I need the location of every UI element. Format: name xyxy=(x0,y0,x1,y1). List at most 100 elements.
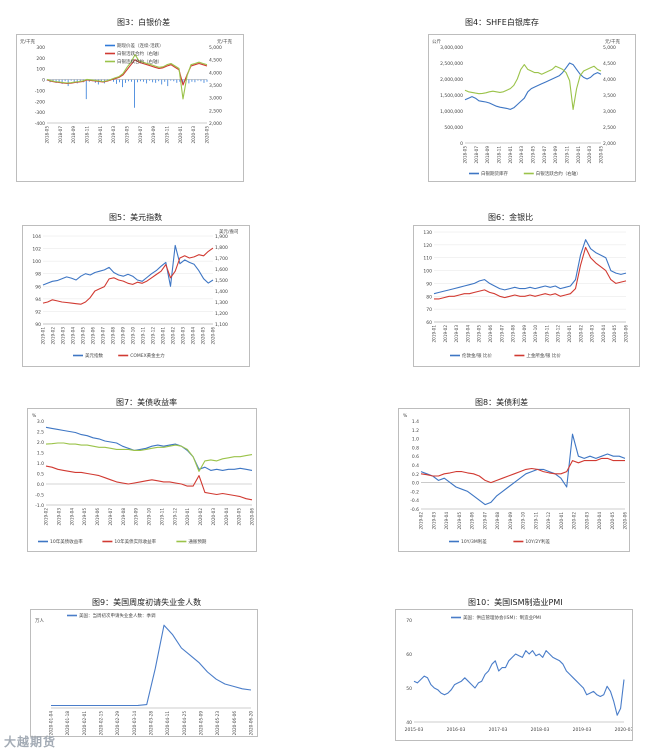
series-line xyxy=(464,62,602,110)
y-tick-left: 0.0 xyxy=(412,481,419,487)
y-tick-right: 1,300 xyxy=(215,300,228,306)
chart-4-svg: 3.0 2.5 2.0 1.5 1.0 0.5 0.0 -0.5 -1.0% 2019-02 201… xyxy=(32,413,255,545)
chart-6-svg: 万人 2020-01-04 2020-01-18 2020-02-01 2020-02-… xyxy=(35,612,254,736)
x-tick-label: 2020-01 xyxy=(567,325,572,343)
legend-label: 10Y/2Y利差 xyxy=(525,538,550,545)
x-tick-label: 2020-01 xyxy=(576,146,581,164)
y-tick-right: 3,500 xyxy=(603,93,616,99)
y-tick-left: 2.0 xyxy=(37,440,44,446)
x-tick-label: 2020-04 xyxy=(601,325,606,343)
series-line xyxy=(434,246,627,300)
x-tick-label: 2020-01 xyxy=(178,126,183,144)
y-tick-left: 0 xyxy=(42,78,45,84)
y-tick-left: 98 xyxy=(35,272,41,278)
chart-us-treasury-yield: 3.0 2.5 2.0 1.5 1.0 0.5 0.0 -0.5 -1.0% 2019-02 201… xyxy=(27,408,257,552)
legend-label: COMEX黄金主力 xyxy=(130,352,165,359)
x-tick-label: 2020-02-29 xyxy=(115,711,120,736)
x-tick-label: 2020-04-11 xyxy=(165,711,170,736)
legend-label: 美国：当周初次申请失业金人数：季调 xyxy=(79,612,156,619)
x-tick-label: 2020-04-25 xyxy=(182,711,187,736)
x-tick-label: 2019-06 xyxy=(488,325,493,343)
x-tick-label: 2019-09 xyxy=(522,325,527,343)
x-tick-label: 2019-11 xyxy=(565,146,570,164)
y-tick-left: 3.0 xyxy=(37,419,44,425)
y-tick-left: 90 xyxy=(35,322,41,328)
y-tick-left: 100 xyxy=(36,67,45,73)
x-tick-label: 2020-05 xyxy=(599,146,604,164)
legend-label: 通胀预期 xyxy=(188,538,206,545)
x-tick-label: 2020-01 xyxy=(161,327,166,345)
x-tick-label: 2020-04 xyxy=(224,508,229,526)
y-tick-left: 110 xyxy=(423,256,432,262)
x-tick-label: 2019-07 xyxy=(101,327,106,345)
x-tick-label: 2020-06 xyxy=(624,325,629,343)
y-unit-left: 万人 xyxy=(35,618,44,624)
chart5-title: 图7：美债收益率 xyxy=(116,398,178,407)
x-tick-label: 2019-07 xyxy=(542,146,547,164)
x-tick-label: 2018-09 xyxy=(485,146,490,164)
x-tick-label: 2019-11 xyxy=(533,512,538,530)
y-unit-right: 美元/盎司 xyxy=(219,228,239,235)
x-tick-label: 2019-01 xyxy=(508,146,513,164)
legend-label: 上金所金/银 比价 xyxy=(526,352,561,359)
x-tick-label: 2019-09 xyxy=(508,512,513,530)
chart8-title: 图10：美国ISM制造业PMI xyxy=(468,598,563,607)
series-line xyxy=(42,247,214,305)
y-tick-left: 50 xyxy=(406,686,412,692)
x-tick-label: 2019-05 xyxy=(82,508,87,526)
x-tick-label: 2019-05 xyxy=(81,327,86,345)
x-tick-label: 2020-03-14 xyxy=(132,711,137,736)
y-tick-left: -0.6 xyxy=(410,507,419,513)
x-tick-label: 2019-10 xyxy=(521,512,526,530)
x-tick-label: 2019-05 xyxy=(125,126,130,144)
x-tick-label: 2020-06-20 xyxy=(249,711,254,736)
y-tick-left: -400 xyxy=(35,121,45,127)
x-tick-label: 2019-07 xyxy=(138,126,143,144)
y-tick-right: 4,500 xyxy=(603,61,616,67)
chart2-title: 图4：SHFE白银库存 xyxy=(465,18,539,27)
y-tick-right: 3,500 xyxy=(209,83,222,89)
x-tick-label: 2019-11 xyxy=(141,327,146,345)
x-tick-label: 2019-07 xyxy=(499,325,504,343)
x-tick-label: 2019-07 xyxy=(108,508,113,526)
x-tick-label: 2020-03 xyxy=(587,146,592,164)
series-line xyxy=(413,650,625,716)
x-tick-label: 2017-03 xyxy=(489,727,508,733)
x-tick-label: 2019-09 xyxy=(134,508,139,526)
x-tick-label: 2020-03 xyxy=(584,512,589,530)
chart-5-svg: 1.4 1.2 1.0 0.8 0.6 0.4 0.2 0.0 -0.2 -0.4 -0.6% 201… xyxy=(403,413,628,545)
chart-us-jobless-claims: 万人 2020-01-04 2020-01-18 2020-02-01 2020-02-… xyxy=(30,609,258,737)
x-tick-label: 2019-03 xyxy=(431,512,436,530)
y-tick-left: 94 xyxy=(35,297,41,303)
y-tick-left: 500,000 xyxy=(444,125,463,131)
x-tick-label: 2019-05 xyxy=(457,512,462,530)
x-tick-label: 2020-03 xyxy=(191,126,196,144)
x-tick-label: 2020-02 xyxy=(572,512,577,530)
x-tick-label: 2019-01 xyxy=(41,327,46,345)
x-tick-label: 2019-04 xyxy=(71,327,76,345)
legend-label: 伦敦金/银 比价 xyxy=(462,352,492,359)
y-tick-left: -200 xyxy=(35,99,45,105)
y-tick-left: 70 xyxy=(406,618,412,624)
y-tick-left: 1.4 xyxy=(412,419,419,425)
legend-label: 10Y/3M利差 xyxy=(461,538,487,545)
y-unit-right: 元/千克 xyxy=(605,38,621,45)
x-tick-label: 2019-10 xyxy=(533,325,538,343)
x-tick-label: 2020-03 xyxy=(181,327,186,345)
y-tick-left: 60 xyxy=(406,652,412,658)
chart-gold-silver-ratio: 130 120 110 100 90 80 70 60 2019-01 2019-02 2019-0… xyxy=(413,225,640,367)
series-line xyxy=(464,64,602,110)
y-tick-right: 4,500 xyxy=(209,58,222,64)
x-tick-label: 2019-07 xyxy=(482,512,487,530)
x-tick-label: 2019-01 xyxy=(432,325,437,343)
x-tick-label: 2020-01 xyxy=(559,512,564,530)
x-tick-label: 2018-07 xyxy=(58,126,63,144)
x-tick-label: 2020-02-01 xyxy=(82,711,87,736)
x-tick-label: 2020-05-09 xyxy=(199,711,204,736)
y-tick-left: 2,000,000 xyxy=(440,77,463,83)
y-tick-right: 1,100 xyxy=(215,322,228,328)
x-tick-label: 2019-10 xyxy=(147,508,152,526)
chart-2-svg: 104 102 100 98 96 94 92 90 1,900 1,800 1,700 1,600 1… xyxy=(32,228,239,359)
x-tick-label: 2019-02 xyxy=(419,512,424,530)
